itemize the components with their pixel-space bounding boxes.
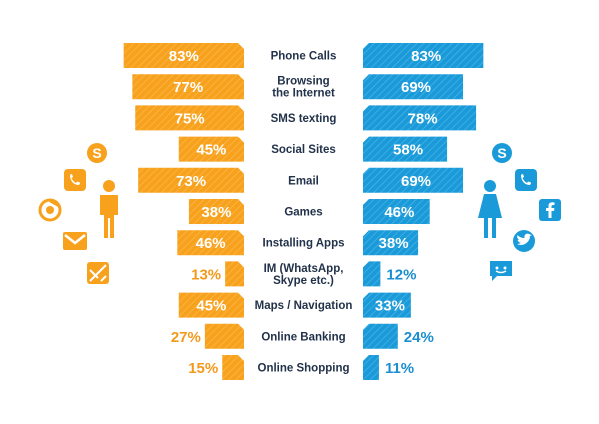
category-label: Games [284,207,322,219]
facebook-icon [539,199,561,221]
male-person-icon [100,180,118,238]
svg-text:S: S [92,145,101,161]
bar-value-label: 69% [401,173,431,190]
bar-value-label: 75% [175,110,205,127]
category-label: Social Sites [271,144,336,156]
bar-value-label: 46% [384,204,414,221]
bar-value-label: 27% [171,329,201,346]
bar-left [188,199,244,224]
bar-left [222,355,244,380]
bar-value-label: 45% [196,142,226,159]
bar-value-label: 83% [169,48,199,65]
bar-value-label: 58% [393,142,423,159]
bar-value-label: 24% [404,329,434,346]
category-label: SMS texting [271,113,337,125]
bar-value-label: 12% [386,266,416,283]
skype-icon: S [87,143,107,163]
bars-group [123,43,484,380]
category-label: Phone Calls [271,51,337,63]
bar-right [363,199,430,224]
bar-left [178,292,244,318]
phone-icon [515,169,537,191]
bar-value-label: 46% [196,235,226,252]
bar-value-label: 33% [375,298,405,315]
skype-icon: S [492,143,512,163]
bar-value-label: 83% [411,48,441,65]
bar-left [135,105,244,131]
phone-icon [64,169,86,191]
bar-left [225,261,244,287]
bar-value-label: 13% [191,266,221,283]
bar-value-label: 15% [188,360,218,377]
gmail-icon [63,232,87,250]
bar-right [363,323,398,349]
bar-left [178,136,244,162]
bar-value-label: 38% [201,204,231,221]
chat-icon [490,261,512,281]
bar-right [363,261,381,287]
bar-value-label: 77% [173,79,203,96]
maps-icon [87,262,109,284]
bar-right [363,230,419,256]
bar-left [138,167,244,193]
female-person-icon [478,180,502,238]
bar-value-label: 73% [176,173,206,190]
bar-left [204,323,244,349]
bar-right [363,292,411,318]
bar-left [132,74,244,100]
bar-right [363,105,477,131]
labels-group: Phone Calls 83% 83% Browsing the Internet 77%… [169,48,441,377]
category-label: IM (WhatsApp, Skype etc.) [264,263,344,287]
bar-right [363,43,484,68]
bar-right [363,355,379,380]
bar-right [363,136,448,162]
category-label: Email [288,175,319,187]
twitter-icon [513,230,535,252]
category-label: Maps / Navigation [255,300,353,312]
bar-right [363,74,464,100]
svg-text:S: S [497,145,506,161]
bar-right [363,167,464,193]
bar-left [123,43,244,68]
bar-left [177,230,244,256]
category-label: Online Shopping [258,363,350,375]
bar-value-label: 45% [196,298,226,315]
bar-value-label: 78% [408,110,438,127]
category-label: Online Banking [261,331,345,343]
bar-value-label: 69% [401,79,431,96]
bar-value-label: 38% [379,235,409,252]
bar-value-label: 11% [385,360,414,377]
chrome-icon [38,198,62,222]
category-label: Installing Apps [263,238,345,250]
category-label: Browsing the Internet [272,76,335,100]
